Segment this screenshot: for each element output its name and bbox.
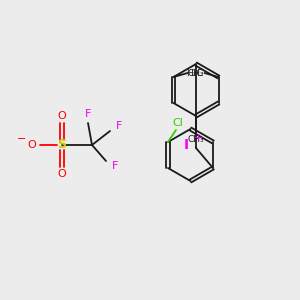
Text: F: F xyxy=(116,121,122,131)
Text: F: F xyxy=(85,109,91,119)
Text: O: O xyxy=(58,169,66,179)
Text: O: O xyxy=(28,140,36,150)
Text: F: F xyxy=(112,161,118,171)
Text: O: O xyxy=(58,111,66,121)
Text: CH₃: CH₃ xyxy=(188,136,204,145)
Text: −: − xyxy=(17,134,27,144)
Text: +: + xyxy=(193,133,203,143)
Text: I: I xyxy=(183,138,189,152)
Text: Cl: Cl xyxy=(172,118,183,128)
Text: CH₃: CH₃ xyxy=(187,68,204,77)
Text: S: S xyxy=(58,139,67,152)
Text: H₃C: H₃C xyxy=(186,68,203,77)
